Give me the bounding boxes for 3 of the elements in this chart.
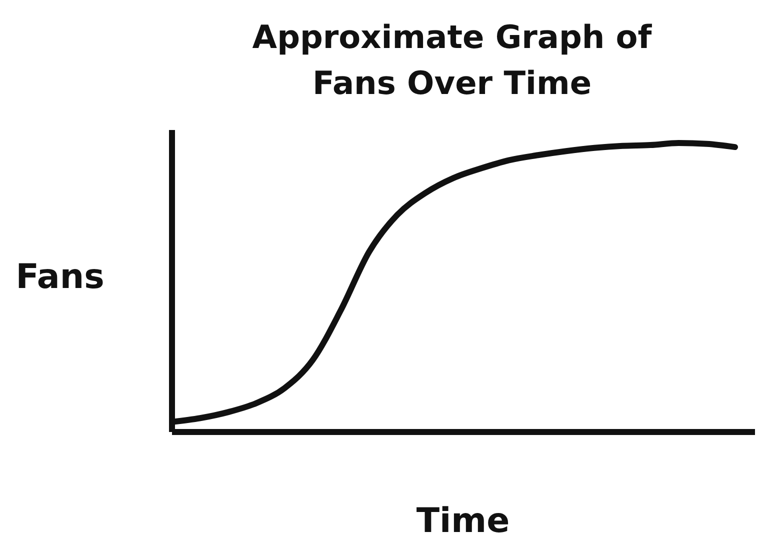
y-axis-title: Fans (16, 257, 104, 297)
chart-title: Approximate Graph of Fans Over Time (252, 18, 653, 102)
x-axis-title: Time (416, 501, 510, 541)
